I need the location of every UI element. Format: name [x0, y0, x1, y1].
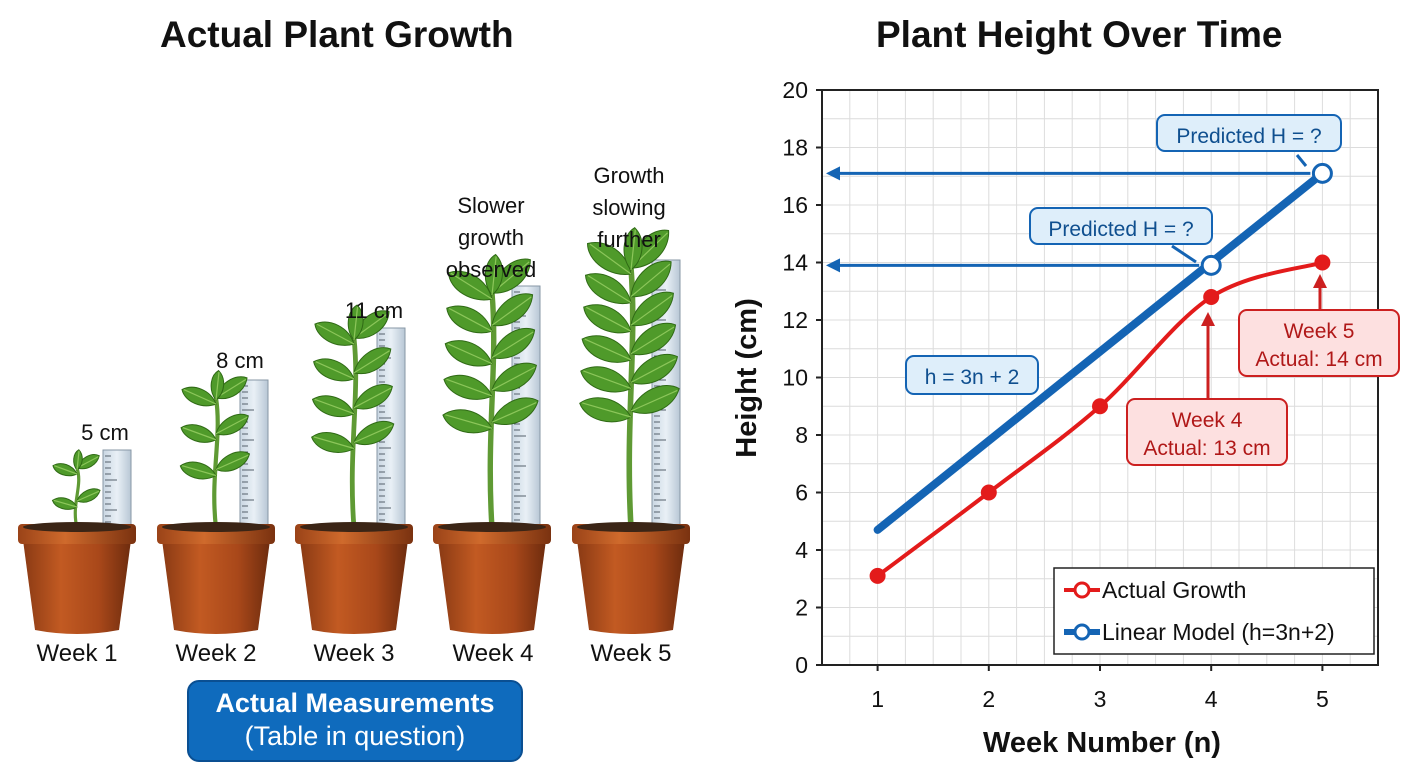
week-5-actual-label: Week 5 Actual: 14 cm: [1238, 309, 1400, 377]
plant-illustrations: [18, 227, 690, 634]
chart-title: Plant Height Over Time: [876, 14, 1283, 55]
arrow-predicted-week-5-head: [826, 166, 840, 181]
height-label-week-2: 8 cm: [216, 348, 264, 373]
week-4-actual-label: Week 4 Actual: 13 cm: [1126, 398, 1288, 466]
measurements-subtitle: (Table in question): [244, 721, 466, 751]
svg-text:h = 3n + 2: h = 3n + 2: [925, 366, 1020, 389]
actual-point-week-3: [1092, 398, 1108, 415]
x-tick-label: 2: [982, 686, 995, 712]
y-tick-label: 4: [795, 537, 808, 563]
actual-point-week-4: [1203, 289, 1220, 305]
connector-predicted-4: [1171, 244, 1197, 264]
svg-text:Actual: 13 cm: Actual: 13 cm: [1143, 437, 1270, 460]
svg-text:Actual: 14 cm: Actual: 14 cm: [1255, 348, 1382, 371]
x-tick-label: 1: [871, 686, 884, 712]
actual-point-week-2: [980, 484, 997, 501]
x-tick-label: 5: [1316, 686, 1329, 712]
x-tick-label: 3: [1094, 686, 1107, 712]
y-tick-labels: 0 2 4 6 8 10 12 14 16 18 20: [782, 77, 822, 678]
left-panel-title: Actual Plant Growth: [160, 14, 514, 55]
y-tick-label: 8: [795, 422, 808, 448]
x-axis-label: Week Number (n): [983, 727, 1221, 759]
y-axis-label: Height (cm): [731, 298, 763, 458]
y-tick-label: 16: [782, 192, 808, 218]
height-label-week-1: 5 cm: [81, 420, 129, 445]
predicted-label-week-4: Predicted H = ?: [1029, 207, 1213, 245]
svg-text:Predicted H = ?: Predicted H = ?: [1048, 218, 1193, 241]
svg-text:Week 5: Week 5: [1284, 320, 1355, 343]
measurements-title: Actual Measurements: [215, 688, 495, 718]
week-5-note: Growth slowing further: [592, 163, 666, 252]
series-line-linear-model: [873, 169, 1327, 534]
potted-plant-week-4: [433, 253, 551, 634]
height-label-week-3: 11 cm: [344, 298, 404, 323]
legend-swatch-marker: [1073, 581, 1091, 599]
svg-text:Week 4: Week 4: [1172, 409, 1243, 432]
potted-plant-week-5: [572, 227, 690, 634]
actual-point-week-1: [869, 567, 886, 584]
prediction-arrows: [826, 166, 1311, 273]
model-point-week-4: [1200, 254, 1222, 276]
week-4-note: Slower growth observed: [445, 193, 537, 282]
arrow-predicted-week-4-head: [826, 258, 840, 273]
potted-plant-week-3: [295, 304, 413, 634]
y-tick-label: 10: [782, 365, 808, 391]
y-tick-label: 18: [782, 135, 808, 161]
svg-text:Predicted H = ?: Predicted H = ?: [1176, 125, 1321, 148]
legend-label: Actual Growth: [1102, 577, 1246, 603]
y-tick-label: 6: [795, 480, 808, 506]
week-3-label: Week 3: [313, 640, 395, 667]
actual-point-week-5: [1314, 254, 1331, 271]
week-2-label: Week 2: [175, 640, 257, 667]
legend-box: [1053, 567, 1375, 655]
x-tick-labels: 1 2 3 4 5: [871, 665, 1329, 712]
predicted-label-week-5: Predicted H = ?: [1156, 114, 1342, 152]
measurements-box: Actual Measurements (Table in question): [187, 680, 523, 762]
legend-label: Linear Model (h=3n+2): [1102, 619, 1335, 645]
week-1-label: Week 1: [36, 640, 118, 667]
potted-plant-week-1: [18, 449, 136, 634]
connector-predicted-5: [1295, 154, 1308, 167]
week-5-label: Week 5: [590, 640, 672, 667]
potted-plant-week-2: [157, 369, 275, 634]
y-tick-label: 20: [782, 77, 808, 103]
x-tick-label: 4: [1205, 686, 1218, 712]
model-point-week-5: [1311, 162, 1333, 184]
y-tick-label: 12: [782, 307, 808, 333]
equation-label: h = 3n + 2: [905, 355, 1039, 395]
chart-legend: Actual Growth Linear Model (h=3n+2): [1053, 567, 1375, 655]
legend-swatch-marker: [1073, 623, 1091, 641]
y-tick-label: 0: [795, 652, 808, 678]
week-4-label: Week 4: [452, 640, 534, 667]
y-tick-label: 14: [782, 250, 808, 276]
y-tick-label: 2: [795, 595, 808, 621]
